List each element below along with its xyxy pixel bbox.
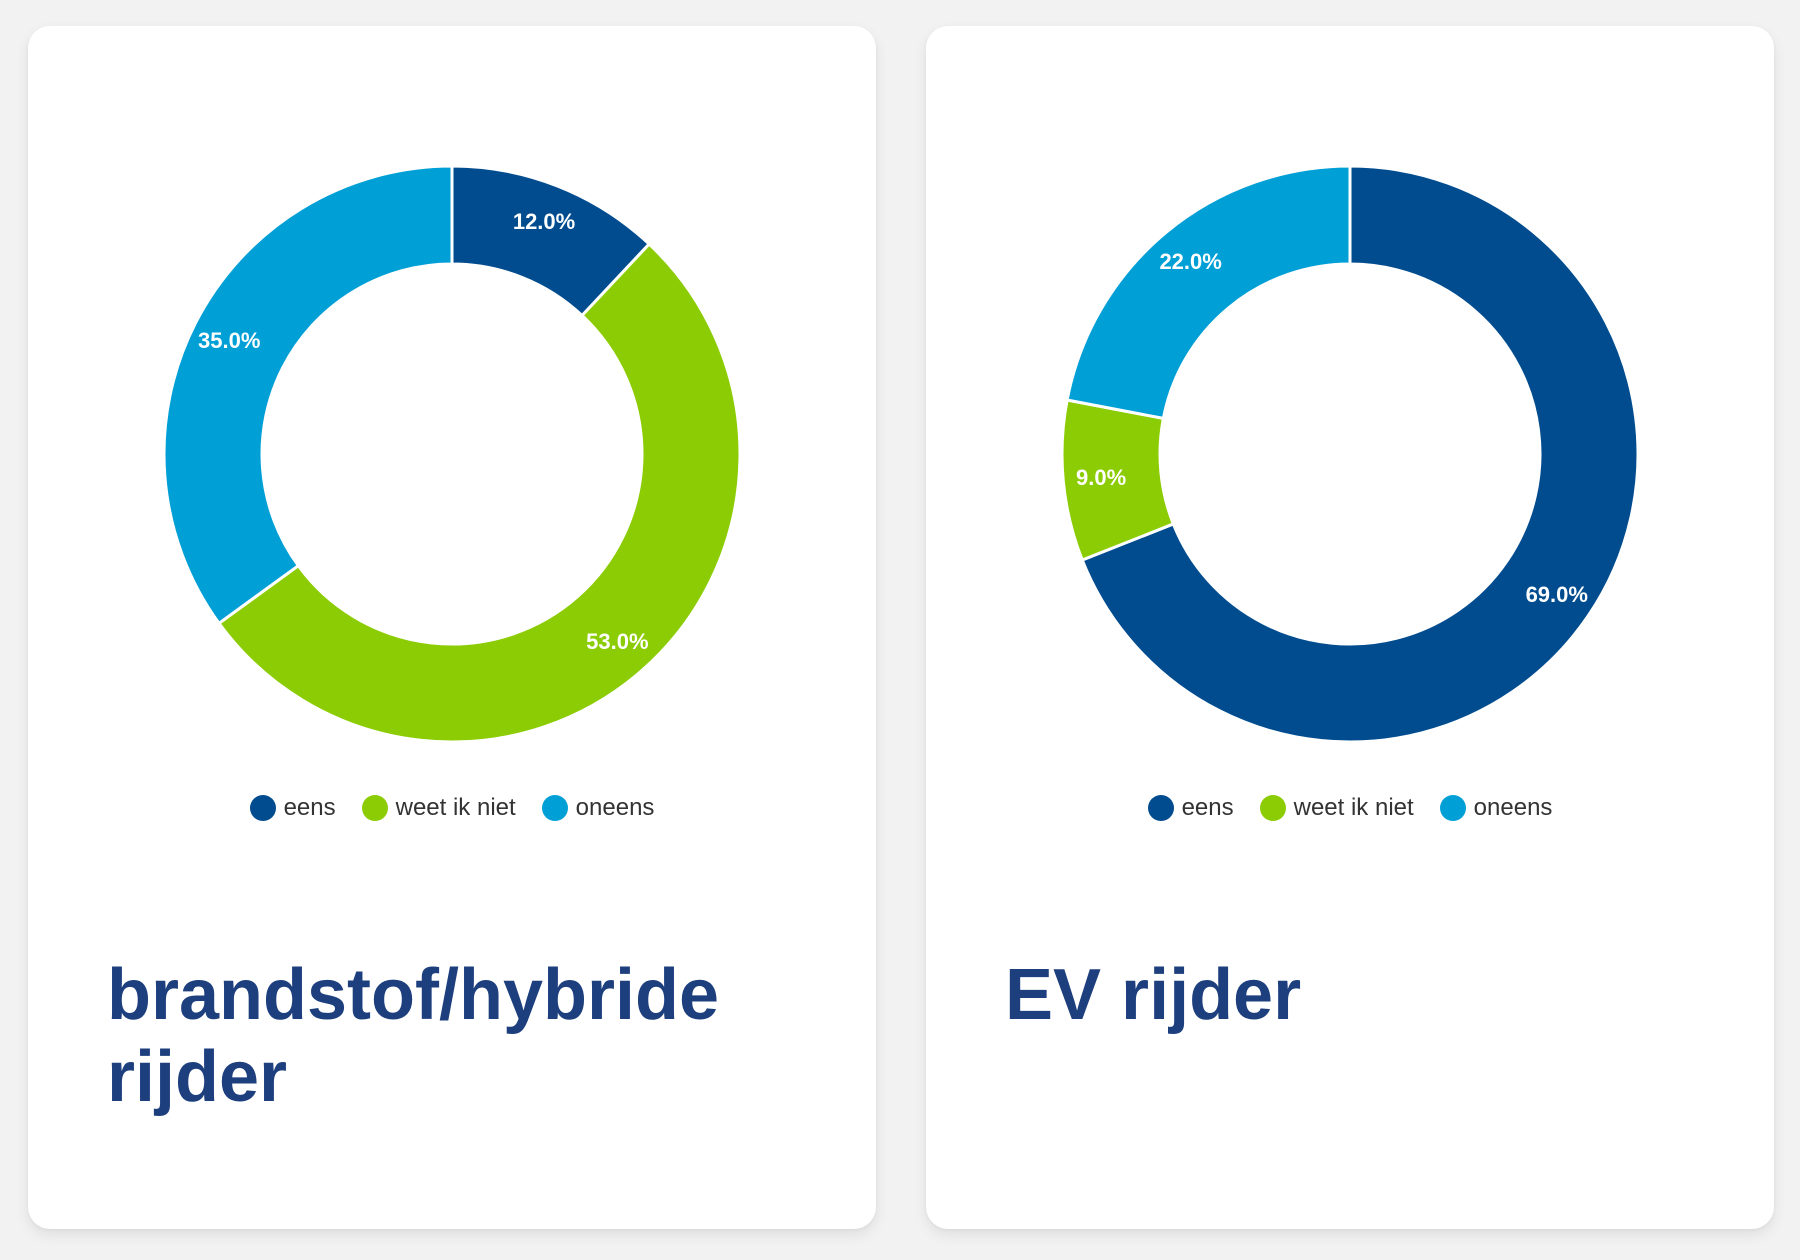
legend-swatch-oneens [1439,795,1466,821]
legend-item-eens[interactable]: eens [249,794,336,822]
legend-swatch-weet-ik-niet [361,795,388,821]
legend-item-eens[interactable]: eens [1147,794,1234,822]
donut-slice-eens[interactable] [1080,164,1640,744]
legend-swatch-eens [1147,795,1174,821]
data-label-eens: 69.0% [1526,582,1588,607]
donut-chart-ev: 69.0% 9.0% 22.0% [1060,164,1640,744]
data-label-weet-ik-niet: 9.0% [1076,465,1126,490]
legend-item-weet-ik-niet[interactable]: weet ik niet [361,794,516,822]
legend-label-eens: eens [1181,794,1234,821]
data-label-oneens: 22.0% [1159,249,1221,274]
legend-brandstof: eens weet ik niet oneens [28,794,876,822]
donut-slice-oneens[interactable] [1065,164,1352,421]
chart-card-ev: 69.0% 9.0% 22.0% eens weet ik niet oneens … [926,26,1774,1229]
legend-swatch-weet-ik-niet [1259,795,1286,821]
legend-item-oneens[interactable]: oneens [1439,794,1553,822]
legend-label-oneens: oneens [1473,794,1553,821]
data-label-weet-ik-niet: 53.0% [586,629,648,654]
legend-label-weet-ik-niet: weet ik niet [1293,794,1414,821]
chart-title-ev: EV rijder [1005,955,1302,1035]
data-label-eens: 12.0% [513,209,575,234]
legend-item-weet-ik-niet[interactable]: weet ik niet [1259,794,1414,822]
data-label-oneens: 35.0% [198,328,260,353]
legend-item-oneens[interactable]: oneens [541,794,655,822]
legend-swatch-oneens [541,795,568,821]
chart-title-brandstof: brandstof/hybride rijder [107,955,720,1117]
donut-slice-oneens[interactable] [162,164,454,626]
legend-ev: eens weet ik niet oneens [926,794,1774,822]
legend-swatch-eens [249,795,276,821]
donut-chart-brandstof: 12.0% 53.0% 35.0% [162,164,742,744]
legend-label-oneens: oneens [575,794,655,821]
legend-label-eens: eens [283,794,336,821]
legend-label-weet-ik-niet: weet ik niet [395,794,516,821]
chart-card-brandstof: 12.0% 53.0% 35.0% eens weet ik niet oneens… [28,26,876,1229]
donut-slice-weet-ik-niet[interactable] [216,241,742,744]
